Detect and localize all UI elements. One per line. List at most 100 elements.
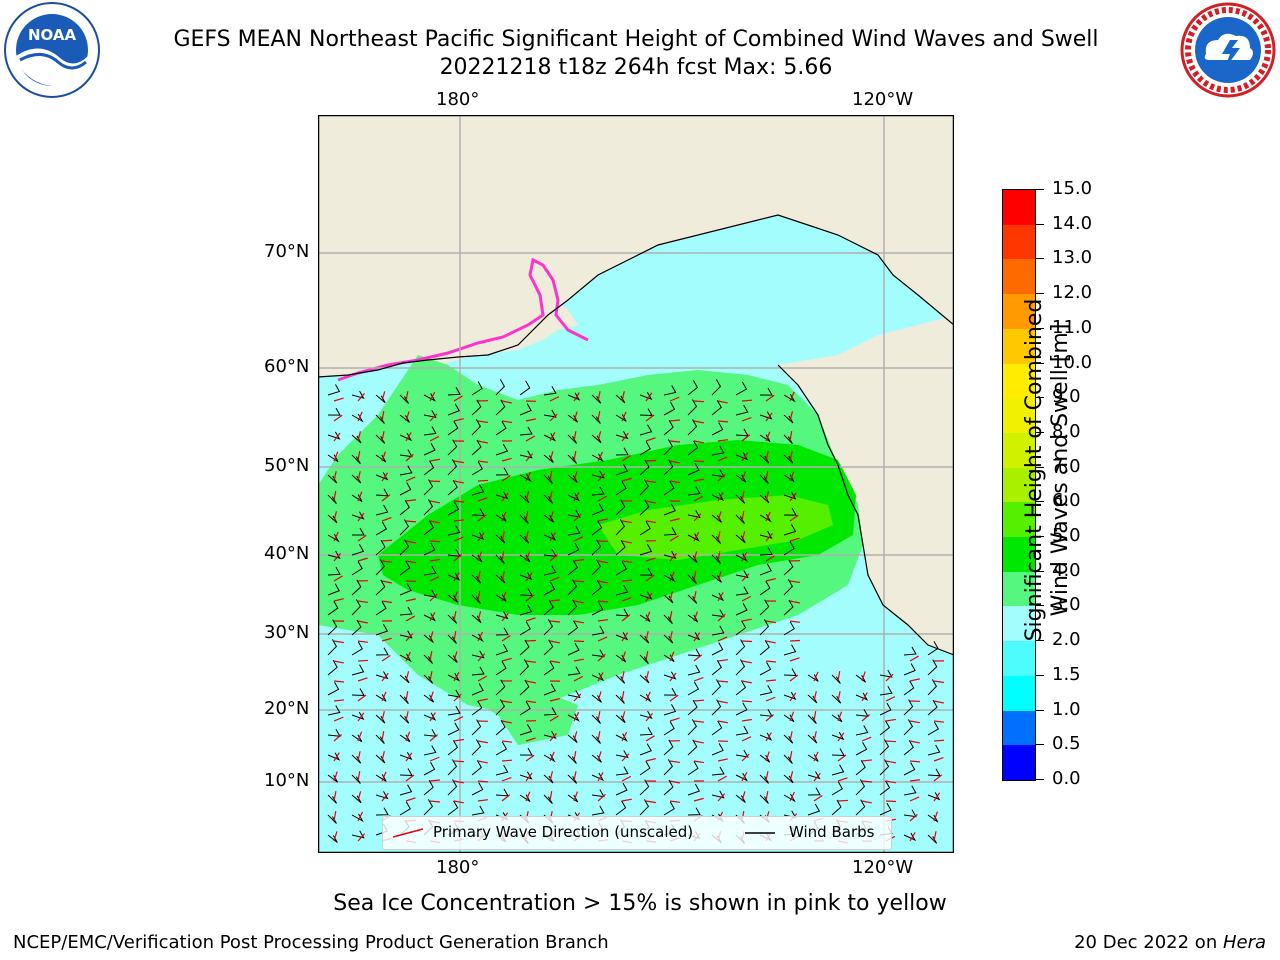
wave-arrow: [453, 500, 465, 503]
wave-arrow: [621, 579, 633, 582]
wave-arrow: [597, 600, 609, 603]
wave-arrow: [477, 780, 489, 783]
wave-arrow: [453, 480, 464, 484]
wave-arrow: [717, 511, 722, 522]
svg-text:NOAA: NOAA: [28, 26, 77, 44]
colorbar-tick-label: 4.0: [1052, 559, 1081, 581]
wave-arrow: [501, 759, 513, 762]
wave-arrow: [621, 711, 626, 722]
wind-barb: [591, 503, 604, 516]
wind-barb: [543, 660, 555, 676]
wave-arrow: [357, 731, 363, 742]
wave-arrow: [789, 514, 799, 522]
credit-text: NCEP/EMC/Verification Post Processing Pr…: [13, 932, 609, 953]
wave-arrow: [549, 640, 560, 644]
wave-arrow: [429, 458, 440, 462]
wind-barb: [327, 431, 341, 440]
wind-barb: [423, 520, 435, 536]
wind-barb: [663, 459, 674, 476]
wave-arrow: [597, 691, 602, 702]
wind-barb: [567, 525, 581, 536]
wave-arrow: [453, 651, 458, 662]
wave-arrow: [645, 713, 653, 722]
wind-barb: [495, 379, 505, 396]
wave-arrow: [933, 756, 944, 762]
wave-arrow: [501, 571, 505, 582]
wind-barb: [807, 714, 817, 724]
wind-barb: [879, 802, 892, 816]
colorbar-cell: [1003, 641, 1035, 676]
wind-barb: [735, 680, 747, 696]
wind-barb: [927, 679, 937, 696]
wind-barb: [543, 565, 557, 576]
wind-barb: [759, 639, 770, 656]
wind-barb: [423, 499, 434, 516]
wind-barb: [879, 669, 893, 678]
wind-barb: [879, 702, 892, 716]
wave-arrow: [909, 720, 920, 724]
wave-arrow: [645, 691, 651, 702]
wave-arrow: [381, 472, 389, 482]
wind-barb: [351, 561, 363, 576]
wave-arrow: [381, 792, 389, 802]
wave-arrow: [765, 533, 773, 542]
wind-barb: [351, 511, 365, 520]
wave-arrow: [381, 560, 393, 563]
wave-arrow: [933, 700, 944, 704]
wind-barb: [759, 563, 772, 576]
wind-barb: [711, 720, 723, 736]
date-text: 20 Dec 2022 on Hera: [1074, 932, 1266, 953]
wind-barb: [375, 734, 385, 744]
wind-barb: [519, 604, 533, 616]
wave-arrow: [357, 534, 367, 542]
colorbar-cell: [1003, 606, 1035, 642]
wave-arrow: [765, 431, 771, 442]
colorbar-cell: [1003, 571, 1035, 607]
wind-barb: [807, 771, 821, 780]
wave-arrow: [549, 491, 553, 502]
wind-barb: [903, 809, 917, 818]
wave-arrow: [645, 574, 655, 582]
wind-barb: [927, 641, 939, 656]
wind-barb: [351, 390, 365, 399]
lat-tick-50n: 50°N: [264, 455, 310, 476]
colorbar-label-line1: Significant Height of Combined: [1022, 298, 1047, 642]
wave-arrow: [693, 591, 697, 602]
wind-barb: [615, 519, 625, 536]
wind-barb: [447, 420, 459, 436]
wave-arrow: [405, 391, 409, 402]
wave-arrow: [429, 480, 441, 483]
wave-arrow: [333, 640, 344, 644]
wave-arrow: [741, 595, 752, 602]
wave-arrow: [885, 740, 897, 743]
wave-arrow: [789, 751, 793, 762]
wind-barb: [615, 584, 629, 596]
wave-arrow: [645, 500, 656, 504]
wind-barb: [735, 773, 749, 782]
wave-arrow: [453, 800, 464, 804]
wave-arrow: [765, 471, 769, 482]
wind-barb: [663, 779, 674, 796]
wave-arrow: [693, 495, 704, 502]
wave-arrow: [789, 771, 794, 782]
wave-arrow: [765, 491, 770, 502]
wind-barb: [351, 688, 365, 697]
wind-barb: [447, 689, 461, 698]
wave-arrow: [357, 620, 368, 624]
wind-barb: [783, 668, 797, 676]
wind-barb: [783, 621, 795, 636]
wave-arrow: [453, 572, 460, 582]
wind-barb: [327, 407, 341, 416]
wind-barb: [687, 419, 698, 436]
wind-barb: [687, 761, 699, 776]
wave-arrow: [501, 400, 512, 404]
wave-arrow: [645, 392, 653, 402]
wind-barb: [855, 692, 869, 701]
wind-barb: [327, 619, 338, 636]
wave-arrow: [381, 451, 387, 462]
map-panel: Primary Wave Direction (unscaled) Wind B…: [318, 115, 954, 853]
wind-barb: [735, 404, 749, 416]
wave-arrow: [717, 613, 726, 622]
wave-arrow: [741, 531, 746, 542]
wind-barb: [543, 385, 557, 396]
